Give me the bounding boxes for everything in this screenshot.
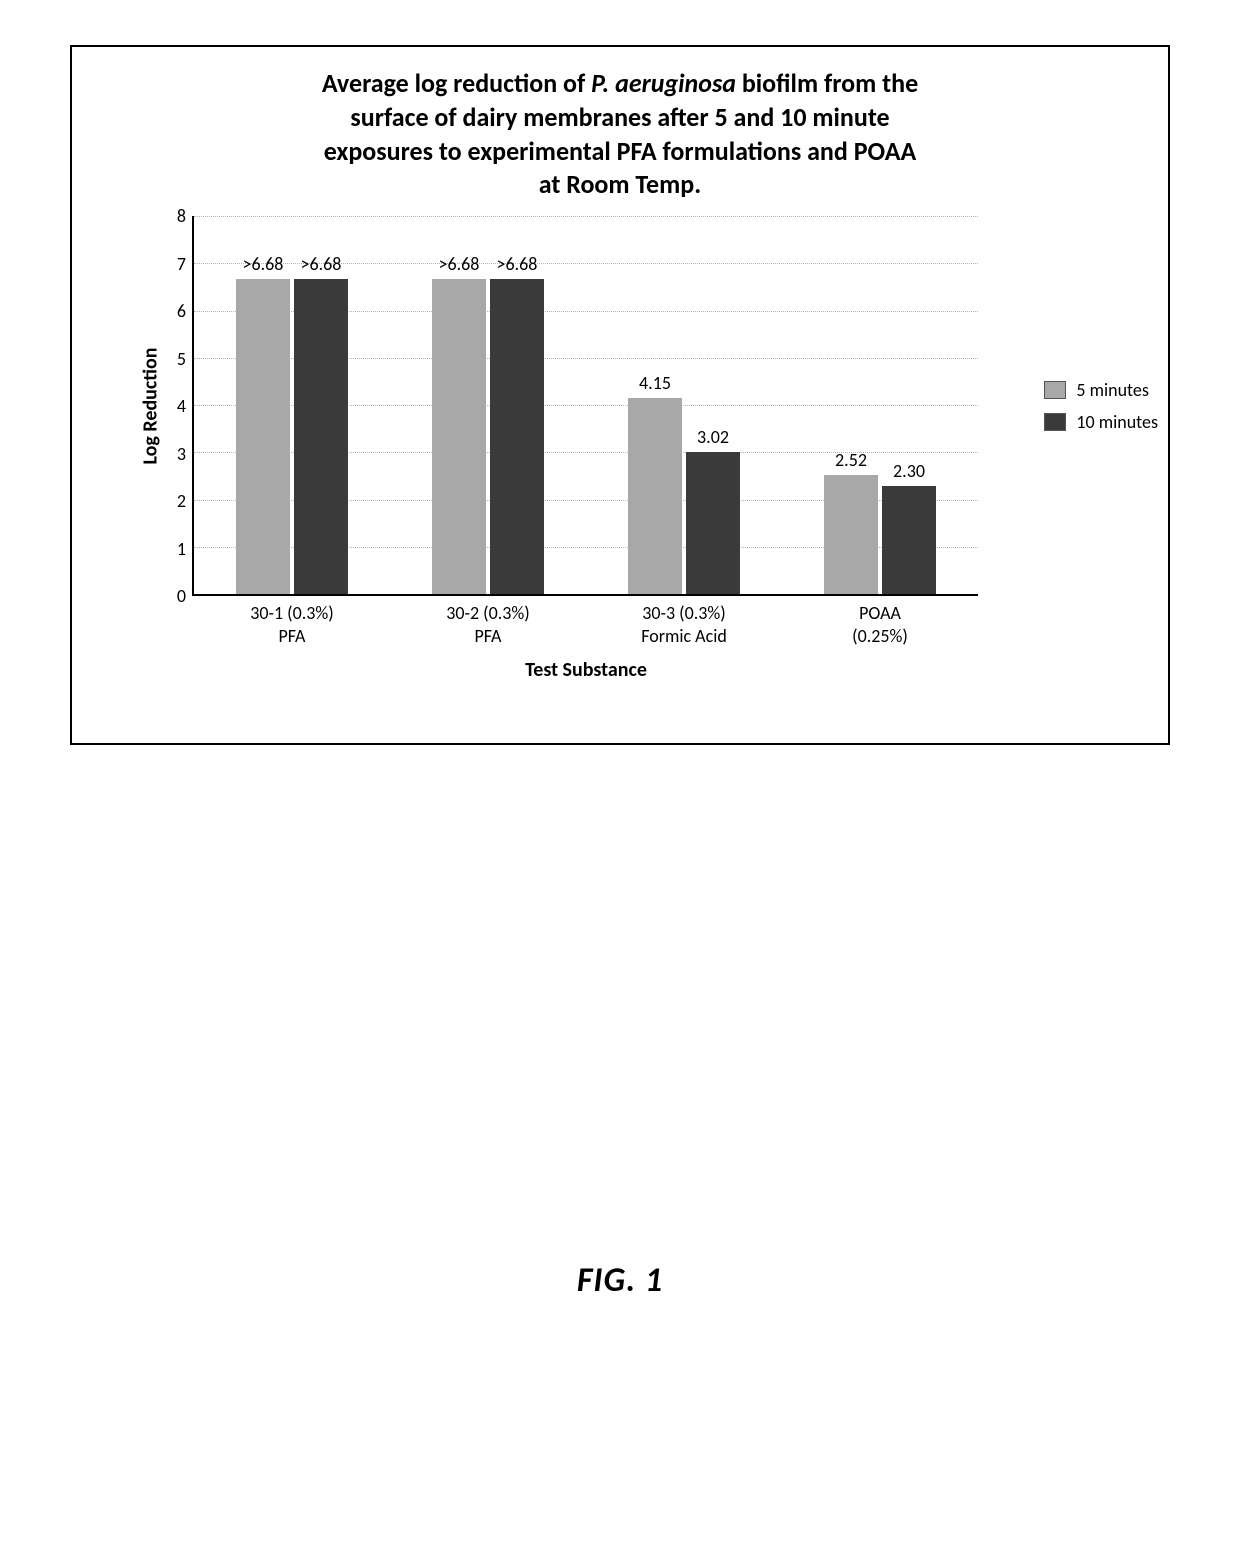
bar-value-label: 2.52 bbox=[835, 449, 867, 471]
chart-container: Average log reduction of P. aeruginosa b… bbox=[70, 45, 1170, 745]
bar: 3.02 bbox=[686, 452, 740, 595]
title-text-1: Average log reduction of bbox=[322, 67, 591, 99]
bar-group: 2.522.30 bbox=[782, 216, 978, 594]
x-tick-label: 30-2 (0.3%)PFA bbox=[390, 594, 586, 647]
x-tick-label: 30-3 (0.3%)Formic Acid bbox=[586, 594, 782, 647]
page: Average log reduction of P. aeruginosa b… bbox=[0, 0, 1240, 1567]
y-tick-label: 5 bbox=[150, 348, 186, 370]
y-tick-label: 1 bbox=[150, 538, 186, 560]
x-axis-labels: 30-1 (0.3%)PFA30-2 (0.3%)PFA30-3 (0.3%)F… bbox=[194, 594, 978, 647]
y-tick-label: 0 bbox=[150, 585, 186, 607]
bar: >6.68 bbox=[294, 279, 348, 595]
legend-label-10min: 10 minutes bbox=[1076, 411, 1158, 433]
y-tick-label: 7 bbox=[150, 253, 186, 275]
bar: 4.15 bbox=[628, 398, 682, 594]
legend-swatch-10min bbox=[1044, 413, 1066, 431]
bar-value-label: >6.68 bbox=[301, 253, 342, 275]
y-tick-label: 3 bbox=[150, 443, 186, 465]
title-text-5: at Room Temp. bbox=[539, 168, 701, 200]
bar-value-label: >6.68 bbox=[243, 253, 284, 275]
bar: >6.68 bbox=[432, 279, 486, 595]
y-tick-label: 2 bbox=[150, 490, 186, 512]
y-axis: 012345678 bbox=[150, 216, 192, 596]
bar-value-label: 3.02 bbox=[697, 426, 729, 448]
chart-title: Average log reduction of P. aeruginosa b… bbox=[112, 67, 1128, 202]
x-axis-title: Test Substance bbox=[194, 658, 978, 682]
bar: >6.68 bbox=[490, 279, 544, 595]
title-italic-species: P. aeruginosa bbox=[591, 67, 736, 99]
bar-value-label: >6.68 bbox=[439, 253, 480, 275]
bar-value-label: >6.68 bbox=[497, 253, 538, 275]
y-tick-label: 6 bbox=[150, 300, 186, 322]
legend-label-5min: 5 minutes bbox=[1076, 379, 1148, 401]
legend: 5 minutes 10 minutes bbox=[1044, 369, 1158, 443]
legend-item-10min: 10 minutes bbox=[1044, 411, 1158, 433]
plot-area-wrap: Log Reduction 012345678 >6.68>6.68>6.68>… bbox=[192, 216, 978, 596]
bar: 2.52 bbox=[824, 475, 878, 594]
legend-swatch-5min bbox=[1044, 381, 1066, 399]
bars-row: >6.68>6.68>6.68>6.684.153.022.522.30 bbox=[194, 216, 978, 594]
plot-area: >6.68>6.68>6.68>6.684.153.022.522.30 30-… bbox=[192, 216, 978, 596]
y-tick-label: 8 bbox=[150, 205, 186, 227]
title-text-3: surface of dairy membranes after 5 and 1… bbox=[350, 101, 889, 133]
bar-value-label: 4.15 bbox=[639, 372, 671, 394]
legend-item-5min: 5 minutes bbox=[1044, 379, 1158, 401]
bar-group: >6.68>6.68 bbox=[390, 216, 586, 594]
figure-caption: FIG. 1 bbox=[0, 1260, 1240, 1301]
title-text-4: exposures to experimental PFA formulatio… bbox=[324, 135, 917, 167]
bar: 2.30 bbox=[882, 486, 936, 595]
bar-group: >6.68>6.68 bbox=[194, 216, 390, 594]
bar: >6.68 bbox=[236, 279, 290, 595]
bar-value-label: 2.30 bbox=[893, 460, 925, 482]
title-text-2: biofilm from the bbox=[736, 67, 918, 99]
y-tick-label: 4 bbox=[150, 395, 186, 417]
x-tick-label: POAA(0.25%) bbox=[782, 594, 978, 647]
x-tick-label: 30-1 (0.3%)PFA bbox=[194, 594, 390, 647]
bar-group: 4.153.02 bbox=[586, 216, 782, 594]
